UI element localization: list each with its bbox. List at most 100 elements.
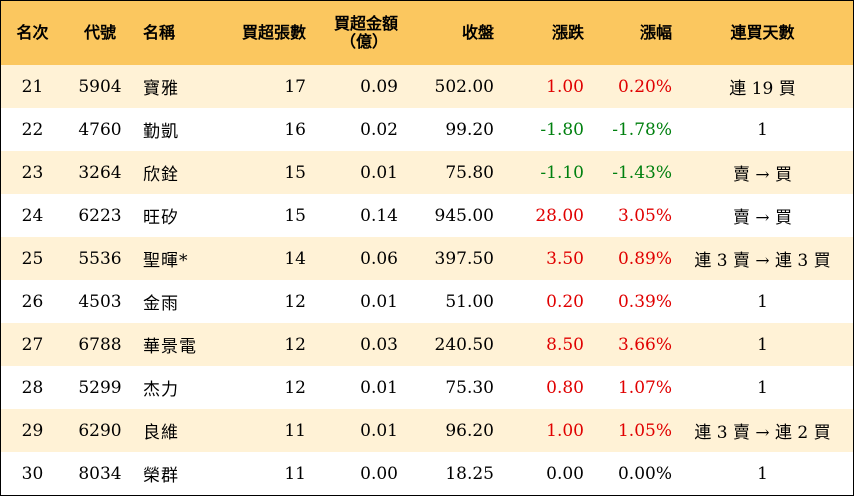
cell-code: 4503 — [78, 291, 122, 312]
table-row: 27 6788 華景電 12 0.03 240.50 8.50 3.66% 1 — [1, 323, 853, 366]
cell-change: 1.00 — [546, 420, 584, 441]
cell-name: 金雨 — [143, 294, 179, 314]
header-buy-amount: 買超金額 （億） — [306, 1, 404, 65]
cell-change-pct: 1.07% — [617, 377, 672, 398]
cell-code: 5299 — [78, 377, 122, 398]
cell-change: 0.20 — [546, 291, 584, 312]
table-row: 30 8034 榮群 11 0.00 18.25 0.00 0.00% 1 — [1, 452, 853, 495]
cell-change-pct: 0.39% — [617, 291, 672, 312]
cell-change-pct: 1.05% — [617, 420, 672, 441]
cell-change: 1.00 — [546, 76, 584, 97]
cell-change: -1.10 — [540, 162, 584, 183]
cell-streak: 賣 → 買 — [732, 208, 793, 228]
cell-buy-amount: 0.01 — [360, 377, 398, 398]
cell-buy-lots: 11 — [284, 463, 306, 484]
cell-name: 榮群 — [143, 466, 179, 486]
cell-buy-lots: 16 — [284, 119, 306, 140]
table-body: 21 5904 寶雅 17 0.09 502.00 1.00 0.20% 連 1… — [1, 65, 853, 495]
cell-buy-lots: 12 — [284, 334, 306, 355]
cell-change: 8.50 — [546, 334, 584, 355]
cell-buy-amount: 0.01 — [360, 162, 398, 183]
cell-rank: 29 — [21, 420, 44, 441]
cell-code: 5904 — [78, 76, 122, 97]
cell-code: 5536 — [78, 248, 122, 269]
cell-buy-amount: 0.00 — [360, 463, 398, 484]
header-close: 收盤 — [461, 23, 494, 42]
table-row: 23 3264 欣銓 15 0.01 75.80 -1.10 -1.43% 賣 … — [1, 151, 853, 194]
table-header-row: 名次 代號 名稱 買超張數 買超金額 （億） 收盤 漲跌 漲幅 連買天數 — [1, 1, 853, 65]
cell-streak: 連 19 買 — [729, 79, 796, 99]
header-change-pct: 漲幅 — [639, 23, 672, 42]
table-row: 28 5299 杰力 12 0.01 75.30 0.80 1.07% 1 — [1, 366, 853, 409]
cell-name: 良維 — [143, 423, 179, 443]
cell-close: 99.20 — [445, 119, 494, 140]
cell-close: 75.30 — [445, 377, 494, 398]
cell-name: 欣銓 — [143, 165, 179, 185]
cell-change-pct: -1.43% — [612, 162, 672, 183]
table-row: 21 5904 寶雅 17 0.09 502.00 1.00 0.20% 連 1… — [1, 65, 853, 108]
cell-rank: 28 — [21, 377, 44, 398]
table-row: 22 4760 勤凱 16 0.02 99.20 -1.80 -1.78% 1 — [1, 108, 853, 151]
cell-change-pct: 3.05% — [617, 205, 672, 226]
cell-rank: 22 — [21, 119, 44, 140]
cell-code: 6290 — [78, 420, 122, 441]
cell-rank: 27 — [21, 334, 44, 355]
cell-change-pct: 3.66% — [617, 334, 672, 355]
cell-close: 240.50 — [434, 334, 494, 355]
cell-buy-lots: 11 — [284, 420, 306, 441]
cell-streak: 1 — [757, 291, 768, 312]
cell-buy-amount: 0.14 — [360, 205, 398, 226]
cell-code: 8034 — [78, 463, 122, 484]
cell-buy-amount: 0.09 — [360, 76, 398, 97]
table-row: 26 4503 金雨 12 0.01 51.00 0.20 0.39% 1 — [1, 280, 853, 323]
cell-buy-lots: 12 — [284, 291, 306, 312]
table-row: 24 6223 旺矽 15 0.14 945.00 28.00 3.05% 賣 … — [1, 194, 853, 237]
cell-buy-lots: 17 — [284, 76, 306, 97]
cell-change: 0.00 — [546, 463, 584, 484]
cell-change: -1.80 — [540, 119, 584, 140]
cell-buy-lots: 15 — [284, 205, 306, 226]
header-buy-lots: 買超張數 — [241, 23, 306, 42]
cell-name: 杰力 — [143, 380, 179, 400]
cell-name: 華景電 — [143, 337, 197, 357]
cell-code: 4760 — [78, 119, 122, 140]
cell-buy-lots: 12 — [284, 377, 306, 398]
header-streak: 連買天數 — [730, 23, 795, 42]
cell-streak: 1 — [757, 463, 768, 484]
cell-rank: 30 — [21, 463, 44, 484]
cell-close: 96.20 — [445, 420, 494, 441]
cell-change-pct: 0.00% — [617, 463, 672, 484]
cell-streak: 賣 → 買 — [732, 165, 793, 185]
cell-streak: 1 — [757, 334, 768, 355]
header-change: 漲跌 — [551, 23, 584, 42]
cell-code: 6223 — [78, 205, 122, 226]
cell-close: 397.50 — [434, 248, 494, 269]
cell-streak: 連 3 賣 → 連 3 買 — [694, 251, 831, 271]
cell-buy-amount: 0.06 — [360, 248, 398, 269]
cell-rank: 25 — [21, 248, 44, 269]
cell-rank: 23 — [21, 162, 44, 183]
cell-buy-amount: 0.01 — [360, 420, 398, 441]
cell-streak: 1 — [757, 119, 768, 140]
cell-name: 寶雅 — [143, 79, 179, 99]
cell-change: 28.00 — [535, 205, 584, 226]
cell-name: 聖暉* — [143, 251, 189, 271]
cell-close: 502.00 — [434, 76, 494, 97]
cell-change-pct: 0.20% — [617, 76, 672, 97]
cell-rank: 24 — [21, 205, 44, 226]
cell-change-pct: -1.78% — [612, 119, 672, 140]
cell-buy-amount: 0.03 — [360, 334, 398, 355]
cell-change: 0.80 — [546, 377, 584, 398]
cell-buy-amount: 0.02 — [360, 119, 398, 140]
header-code: 代號 — [83, 23, 116, 42]
header-buy-amount-line1: 買超金額 — [333, 14, 398, 33]
cell-close: 75.80 — [445, 162, 494, 183]
cell-close: 51.00 — [445, 291, 494, 312]
cell-code: 6788 — [78, 334, 122, 355]
cell-close: 945.00 — [434, 205, 494, 226]
cell-buy-lots: 15 — [284, 162, 306, 183]
cell-streak: 1 — [757, 377, 768, 398]
cell-streak: 連 3 賣 → 連 2 買 — [694, 423, 831, 443]
